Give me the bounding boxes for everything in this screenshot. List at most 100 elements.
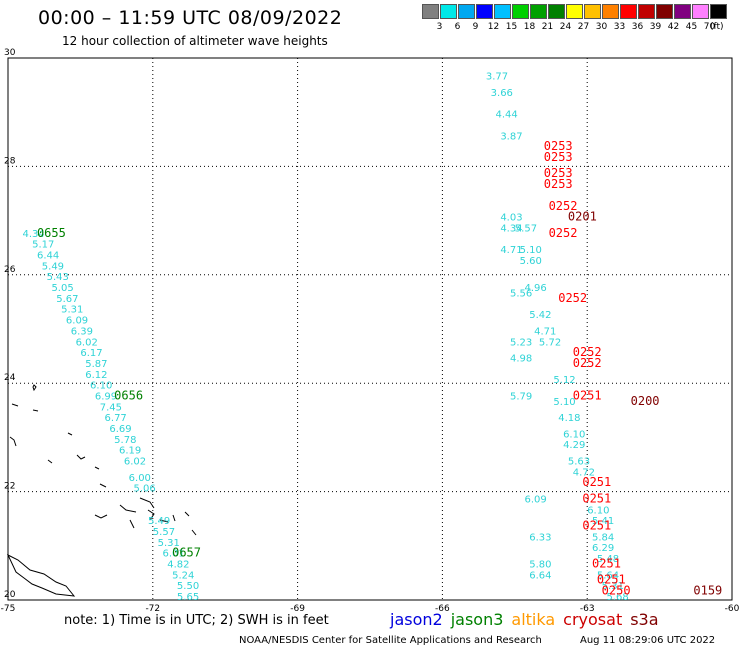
scale-unit: (ft) bbox=[710, 22, 724, 32]
satellite-legend: jason2 jason3 altika cryosat s3a bbox=[390, 610, 667, 629]
wave-height-value: 5.57 bbox=[515, 223, 537, 234]
wave-height-value: 3.77 bbox=[486, 72, 508, 83]
scale-swatch bbox=[422, 4, 439, 19]
pass-time-label: 0201 bbox=[568, 210, 597, 224]
pass-time-label: 0252 bbox=[558, 291, 587, 305]
wave-height-value: 5.79 bbox=[510, 391, 532, 402]
pass-time-label: 0251 bbox=[582, 519, 611, 533]
pass-time-label: 0251 bbox=[582, 491, 611, 505]
wave-height-value: 5.78 bbox=[114, 435, 136, 446]
pass-time-label: 0251 bbox=[592, 556, 621, 570]
wave-height-value: 6.64 bbox=[529, 570, 551, 581]
wave-height-value: 4.34 bbox=[22, 229, 44, 240]
pass-time-label: 0251 bbox=[573, 388, 602, 402]
pass-time-label: 0159 bbox=[693, 584, 722, 598]
wave-height-value: 4.71 bbox=[534, 326, 556, 337]
scale-swatch bbox=[692, 4, 709, 19]
wave-height-value: 5.63 bbox=[568, 457, 590, 468]
scale-label: 6 bbox=[454, 22, 461, 32]
wave-height-value: 5.49 bbox=[42, 261, 64, 272]
legend-cryosat: cryosat bbox=[563, 610, 623, 629]
wave-height-value: 4.72 bbox=[573, 467, 595, 478]
scale-swatch bbox=[584, 4, 601, 19]
pass-time-label: 0252 bbox=[549, 199, 578, 213]
wave-height-value: 5.17 bbox=[32, 240, 54, 251]
wave-height-value: 5.49 bbox=[148, 516, 170, 527]
wave-height-value: 6.29 bbox=[592, 543, 614, 554]
wave-height-value: 5.43 bbox=[47, 272, 69, 283]
scale-label: 3 bbox=[436, 22, 443, 32]
wave-height-value: 6.39 bbox=[71, 326, 93, 337]
wave-height-value: 5.80 bbox=[529, 559, 551, 570]
wave-height-value: 5.31 bbox=[602, 581, 624, 592]
scale-swatch bbox=[674, 4, 691, 19]
wave-height-value: 6.19 bbox=[119, 446, 141, 457]
scale-label: 24 bbox=[559, 22, 572, 32]
wave-height-value: 5.24 bbox=[172, 570, 194, 581]
scale-swatch bbox=[566, 4, 583, 19]
pass-time-label: 0252 bbox=[573, 345, 602, 359]
wave-height-value: 6.77 bbox=[105, 413, 127, 424]
wave-height-value: 3.87 bbox=[500, 131, 522, 142]
legend-jason3: jason3 bbox=[450, 610, 504, 629]
x-tick-label: -60 bbox=[725, 604, 740, 614]
scale-swatch bbox=[494, 4, 511, 19]
wave-height-value: 6.33 bbox=[529, 532, 551, 543]
wave-height-value: 4.29 bbox=[563, 440, 585, 451]
pass-time-label: 0656 bbox=[114, 388, 143, 402]
scale-swatch bbox=[476, 4, 493, 19]
wave-height-value: 5.10 bbox=[553, 397, 575, 408]
x-tick-label: -66 bbox=[435, 604, 450, 614]
wave-height-value: 6.10 bbox=[587, 505, 609, 516]
y-tick-label: 26 bbox=[4, 265, 16, 275]
grid-lines bbox=[8, 58, 732, 600]
wave-height-value: 5.06 bbox=[133, 484, 155, 495]
wave-height-value: 4.34 bbox=[500, 223, 522, 234]
pass-time-label: 0252 bbox=[549, 226, 578, 240]
scale-label: 36 bbox=[631, 22, 644, 32]
map-title: 00:00 – 11:59 UTC 08/09/2022 bbox=[38, 7, 343, 29]
scale-label: 15 bbox=[505, 22, 518, 32]
wave-height-value: 5.65 bbox=[177, 592, 199, 603]
wave-height-value: 6.44 bbox=[37, 251, 59, 262]
x-tick-label: -69 bbox=[290, 604, 305, 614]
wave-height-value: 6.00 bbox=[129, 473, 151, 484]
scale-swatch bbox=[638, 4, 655, 19]
wave-height-value: 5.84 bbox=[592, 532, 614, 543]
pass-time-label: 0253 bbox=[544, 166, 573, 180]
wave-height-value: 5.31 bbox=[61, 305, 83, 316]
map-subtitle: 12 hour collection of altimeter wave hei… bbox=[62, 34, 328, 48]
y-tick-label: 24 bbox=[4, 373, 16, 383]
scale-label: 18 bbox=[523, 22, 536, 32]
wave-height-value: 5.87 bbox=[85, 359, 107, 370]
wave-height-value: 5.64 bbox=[597, 570, 619, 581]
wave-height-value: 5.31 bbox=[158, 538, 180, 549]
legend-jason2: jason2 bbox=[390, 610, 443, 629]
pass-time-label: 0200 bbox=[631, 394, 660, 408]
wave-height-value: 4.71 bbox=[500, 245, 522, 256]
pass-time-label: 0253 bbox=[544, 150, 573, 164]
wave-height-value: 6.17 bbox=[80, 348, 102, 359]
wave-height-value: 5.56 bbox=[510, 288, 532, 299]
wave-height-value: 5.05 bbox=[51, 283, 73, 294]
scale-swatch bbox=[440, 4, 457, 19]
scale-swatch bbox=[512, 4, 529, 19]
scale-label: 27 bbox=[577, 22, 590, 32]
y-tick-label: 28 bbox=[4, 156, 16, 166]
scale-label: 39 bbox=[649, 22, 662, 32]
pass-time-label: 0252 bbox=[573, 356, 602, 370]
scale-label: 21 bbox=[541, 22, 554, 32]
pass-time-label: 0253 bbox=[544, 177, 573, 191]
legend-s3a: s3a bbox=[630, 610, 659, 629]
scale-swatch bbox=[602, 4, 619, 19]
x-tick-label: -63 bbox=[580, 604, 595, 614]
wave-height-value: 4.18 bbox=[558, 413, 580, 424]
wave-height-value: 5.23 bbox=[510, 337, 532, 348]
scale-label: 30 bbox=[595, 22, 608, 32]
scale-label: 9 bbox=[472, 22, 479, 32]
pass-time-label: 0657 bbox=[172, 546, 201, 560]
wave-height-value: 6.09 bbox=[66, 316, 88, 327]
wave-height-value: 4.98 bbox=[510, 354, 532, 365]
scale-swatch bbox=[710, 4, 727, 19]
